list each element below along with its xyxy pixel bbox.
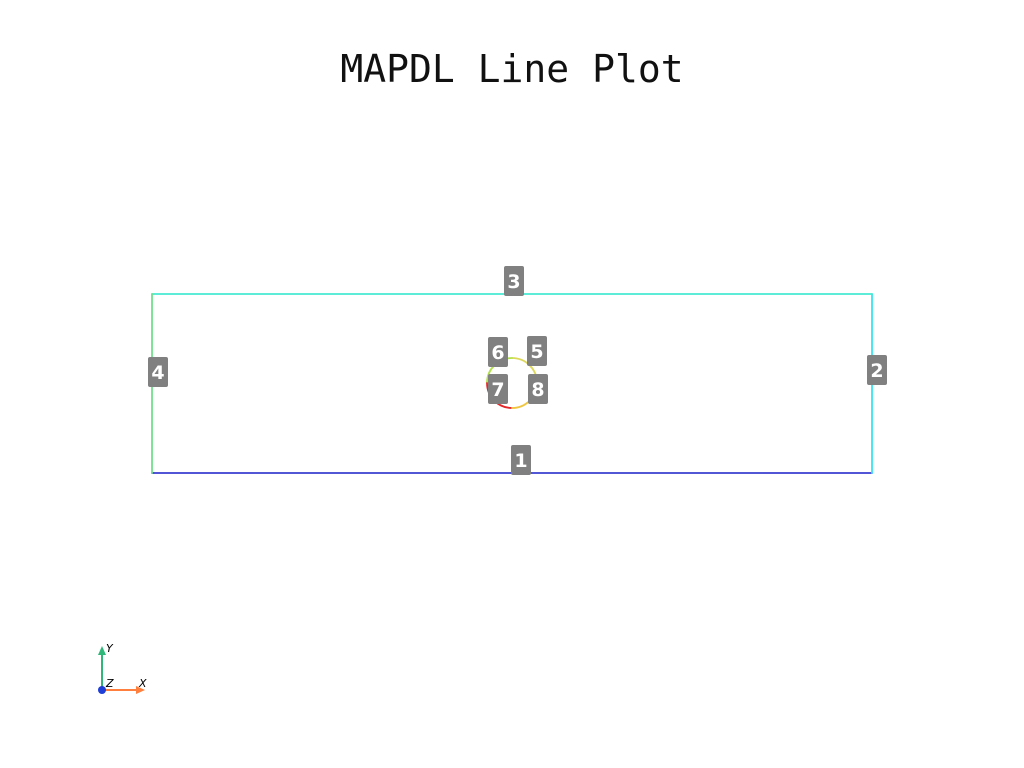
line-label-text: 1 (514, 450, 527, 472)
line-labels: 1 2 3 4 5 6 7 8 (148, 266, 887, 475)
x-axis-label: X (138, 677, 147, 690)
plot-title: MAPDL Line Plot (340, 47, 683, 91)
z-axis-label: Z (105, 677, 114, 690)
line-label-text: 6 (491, 342, 504, 364)
line-label-box (867, 355, 887, 385)
line-label-7: 7 (488, 374, 508, 404)
line-label-2: 2 (867, 355, 887, 385)
line-label-text: 7 (491, 379, 504, 401)
line-label-box (511, 445, 531, 475)
x-axis-arrowhead (136, 686, 145, 694)
line-label-box (528, 374, 548, 404)
line-label-text: 2 (870, 360, 883, 382)
line-label-box (488, 374, 508, 404)
axes-triad: Y X Z (98, 642, 147, 694)
line-label-5: 5 (527, 336, 547, 366)
line-label-box (148, 357, 168, 387)
line-label-text: 5 (530, 341, 543, 363)
line-label-box (527, 336, 547, 366)
line-label-text: 3 (507, 271, 520, 293)
z-axis-dot (98, 686, 106, 694)
line-label-text: 4 (151, 362, 164, 384)
line-label-6: 6 (488, 337, 508, 367)
line-label-box (488, 337, 508, 367)
y-axis-arrowhead (98, 646, 106, 655)
line-label-8: 8 (528, 374, 548, 404)
line-label-3: 3 (504, 266, 524, 296)
line-label-box (504, 266, 524, 296)
line-label-1: 1 (511, 445, 531, 475)
line-label-text: 8 (531, 379, 544, 401)
y-axis-label: Y (106, 642, 114, 655)
line-label-4: 4 (148, 357, 168, 387)
